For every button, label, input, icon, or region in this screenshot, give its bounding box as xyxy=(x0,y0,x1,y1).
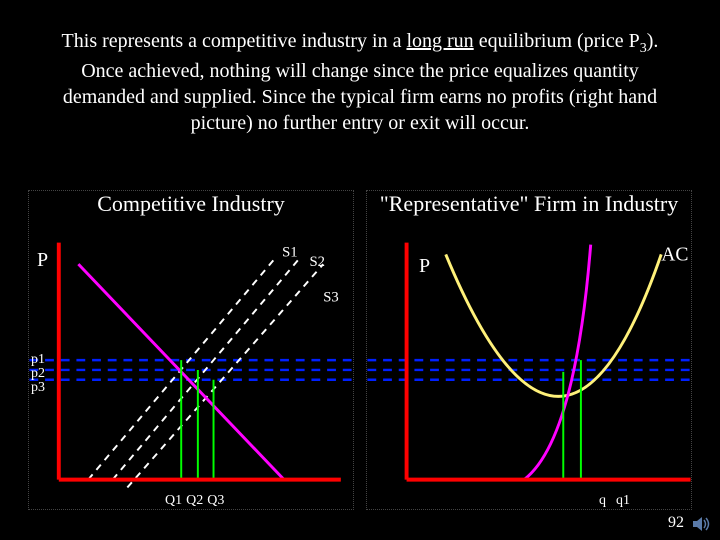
left-svg: S1 S2 S3 xyxy=(29,225,353,509)
right-y-label: P xyxy=(419,255,430,278)
right-chart: "Representative" Firm in Industry AC P q… xyxy=(366,190,692,510)
left-chart-title: Competitive Industry xyxy=(29,191,353,217)
left-p-labels: p1p2p3 xyxy=(31,353,45,395)
left-y-label: P xyxy=(37,249,48,272)
svg-text:S1: S1 xyxy=(282,244,297,260)
left-q-labels: Q1Q2Q3 xyxy=(165,493,224,509)
chart-grid: Competitive Industry S1 S2 S3 P p1p2p3 Q1Q… xyxy=(28,190,692,510)
right-plot: AC P qq1 xyxy=(367,225,691,509)
page-number: 92 xyxy=(668,514,684,532)
right-chart-title: "Representative" Firm in Industry xyxy=(367,191,691,217)
svg-text:AC: AC xyxy=(661,244,688,265)
caption-text: This represents a competitive industry i… xyxy=(40,28,680,136)
sound-icon xyxy=(692,516,712,532)
left-plot: S1 S2 S3 P p1p2p3 Q1Q2Q3 xyxy=(29,225,353,509)
right-svg: AC xyxy=(367,225,691,509)
left-chart: Competitive Industry S1 S2 S3 P p1p2p3 Q1Q… xyxy=(28,190,354,510)
right-q-labels: qq1 xyxy=(599,493,630,509)
svg-text:S3: S3 xyxy=(323,289,338,305)
svg-text:S2: S2 xyxy=(309,254,325,270)
